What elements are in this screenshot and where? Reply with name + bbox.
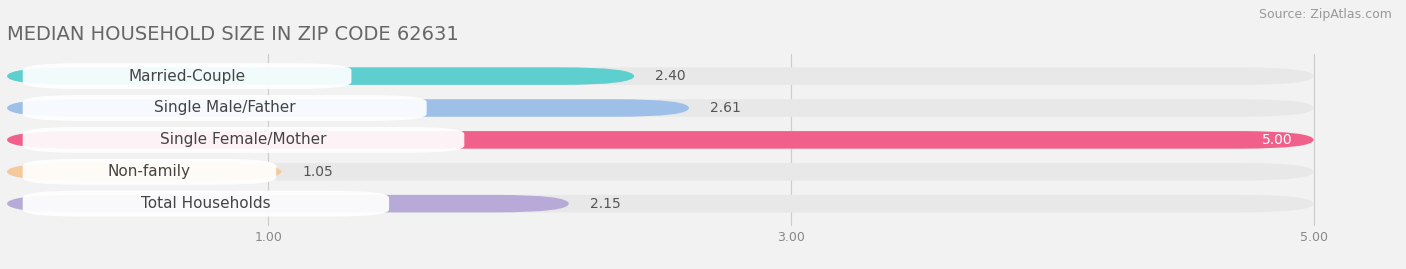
FancyBboxPatch shape	[7, 67, 1313, 85]
FancyBboxPatch shape	[22, 95, 426, 121]
Text: Source: ZipAtlas.com: Source: ZipAtlas.com	[1258, 8, 1392, 21]
Text: Single Female/Mother: Single Female/Mother	[160, 132, 326, 147]
Text: 5.00: 5.00	[1263, 133, 1292, 147]
FancyBboxPatch shape	[7, 99, 689, 117]
FancyBboxPatch shape	[7, 195, 1313, 213]
Text: MEDIAN HOUSEHOLD SIZE IN ZIP CODE 62631: MEDIAN HOUSEHOLD SIZE IN ZIP CODE 62631	[7, 25, 458, 44]
FancyBboxPatch shape	[22, 191, 389, 217]
Text: Married-Couple: Married-Couple	[128, 69, 246, 84]
FancyBboxPatch shape	[7, 195, 569, 213]
FancyBboxPatch shape	[7, 131, 1313, 149]
FancyBboxPatch shape	[22, 159, 276, 185]
Text: 2.61: 2.61	[710, 101, 741, 115]
FancyBboxPatch shape	[22, 127, 464, 153]
Text: 1.05: 1.05	[302, 165, 333, 179]
FancyBboxPatch shape	[22, 63, 351, 89]
FancyBboxPatch shape	[7, 163, 1313, 180]
FancyBboxPatch shape	[7, 67, 634, 85]
FancyBboxPatch shape	[7, 131, 1313, 149]
Text: 2.40: 2.40	[655, 69, 686, 83]
FancyBboxPatch shape	[7, 99, 1313, 117]
FancyBboxPatch shape	[7, 163, 281, 180]
Text: Single Male/Father: Single Male/Father	[153, 101, 295, 115]
Text: Non-family: Non-family	[108, 164, 191, 179]
Text: Total Households: Total Households	[141, 196, 271, 211]
Text: 2.15: 2.15	[589, 197, 620, 211]
